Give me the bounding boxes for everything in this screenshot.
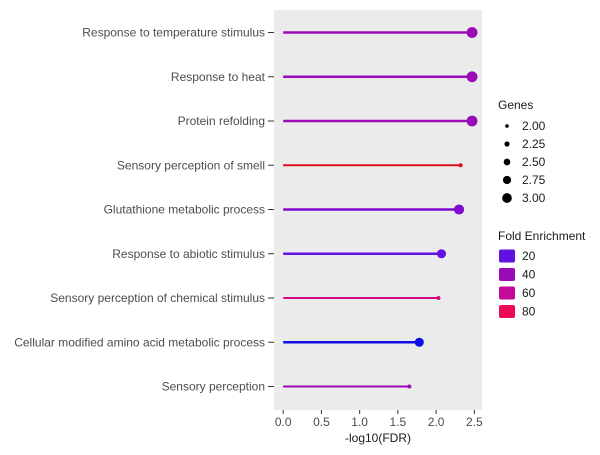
fold-enrichment-legend-keys: 20 40 60 80 — [499, 249, 536, 319]
lollipop-point — [436, 296, 441, 300]
fold-enrichment-legend-label: 60 — [522, 286, 536, 300]
genes-legend-label: 2.75 — [522, 173, 546, 187]
y-tick-label: Sensory perception — [162, 380, 265, 394]
genes-legend-label: 2.50 — [522, 155, 546, 169]
lollipop-point — [466, 115, 478, 127]
fold-enrichment-legend-label: 40 — [522, 268, 536, 282]
y-tick-label: Sensory perception of smell — [117, 158, 265, 172]
fold-enrichment-legend-key — [499, 268, 515, 281]
y-tick-label: Cellular modified amino acid metabolic p… — [14, 335, 265, 349]
genes-legend-key — [503, 158, 511, 166]
lollipop-rows: Response to temperature stimulus Response… — [14, 26, 478, 394]
genes-legend-label: 2.25 — [522, 137, 546, 151]
genes-legend-key — [502, 175, 512, 185]
lollipop-point — [453, 204, 465, 215]
y-tick-label: Protein refolding — [178, 114, 265, 128]
x-tick-label: 0.0 — [275, 415, 292, 429]
y-tick-label: Sensory perception of chemical stimulus — [50, 291, 265, 305]
x-tick-label: 0.5 — [313, 415, 330, 429]
genes-legend-title: Genes — [498, 98, 533, 112]
lollipop-point — [458, 163, 463, 168]
genes-legend: Genes 2.00 2.25 2.50 2.75 3.00 — [498, 98, 546, 205]
genes-legend-key — [505, 124, 509, 128]
fold-enrichment-legend-label: 20 — [522, 249, 536, 263]
x-axis-label: -log10(FDR) — [345, 431, 411, 445]
fold-enrichment-legend-title: Fold Enrichment — [498, 229, 586, 243]
x-tick-label: 1.5 — [390, 415, 407, 429]
lollipop-point — [466, 71, 478, 83]
genes-legend-key — [502, 193, 512, 203]
genes-legend-label: 3.00 — [522, 191, 546, 205]
fold-enrichment-legend-key — [499, 286, 515, 300]
x-tick-label: 2.5 — [466, 415, 483, 429]
lollipop-point — [436, 249, 447, 259]
x-axis: 0.0 0.5 1.0 1.5 2.0 2.5 — [275, 410, 483, 429]
fold-enrichment-legend-label: 80 — [522, 305, 536, 319]
x-tick-label: 1.0 — [351, 415, 368, 429]
genes-legend-key — [504, 141, 510, 147]
fold-enrichment-legend: Fold Enrichment 20 40 60 80 — [498, 229, 586, 319]
lollipop-point — [414, 337, 424, 347]
y-tick-label: Glutathione metabolic process — [104, 203, 265, 217]
lollipop-point — [407, 384, 412, 389]
genes-legend-label: 2.00 — [522, 119, 546, 133]
fold-enrichment-legend-key — [499, 249, 515, 263]
genes-legend-keys: 2.00 2.25 2.50 2.75 3.00 — [502, 119, 546, 205]
x-tick-label: 2.0 — [428, 415, 445, 429]
lollipop-point — [466, 27, 478, 38]
y-tick-label: Response to abiotic stimulus — [112, 247, 265, 261]
y-tick-label: Response to heat — [171, 70, 266, 84]
fold-enrichment-legend-key — [499, 305, 515, 318]
y-tick-label: Response to temperature stimulus — [82, 26, 265, 40]
